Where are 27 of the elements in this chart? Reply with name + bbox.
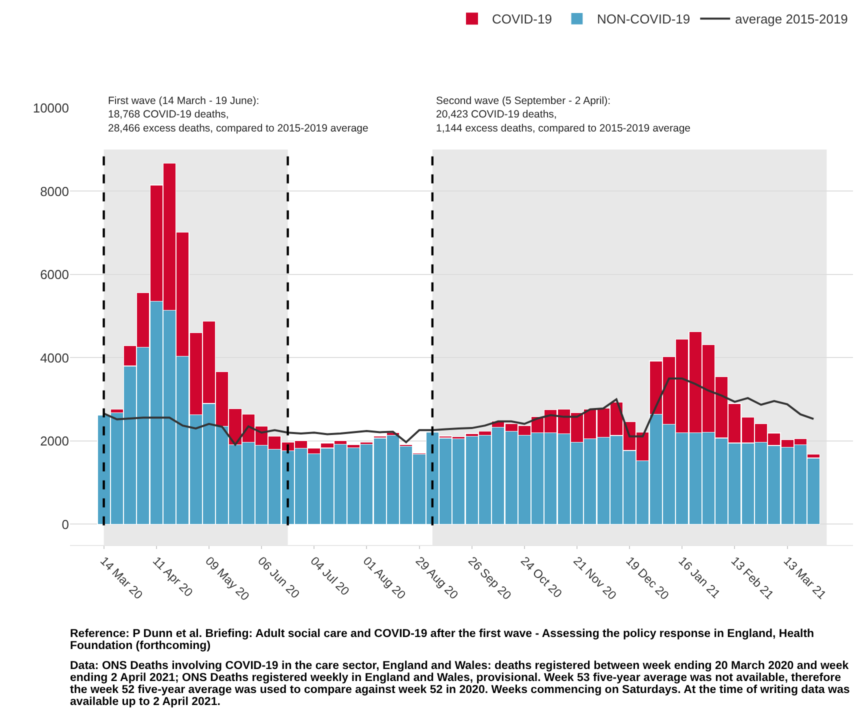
x-tick-label: 16 Jan 21 bbox=[676, 554, 724, 602]
y-tick-label: 0 bbox=[62, 516, 69, 532]
band-label: Second wave (5 September - 2 April): 20,423 COVID-19 deaths, 1,144 excess deaths, compared to 2015-2019 average bbox=[436, 95, 691, 134]
x-tick-label: 24 Oct 20 bbox=[518, 554, 565, 601]
x-tick-label: 21 Nov 20 bbox=[570, 554, 620, 603]
y-tick-label: 2000 bbox=[40, 434, 69, 448]
x-tick-label: 19 Dec 20 bbox=[623, 554, 672, 603]
y-tick-label: 8000 bbox=[40, 184, 69, 199]
legend-label: NON-COVID-19 bbox=[596, 12, 690, 27]
x-tick-label: 06 Jun 20 bbox=[255, 554, 303, 602]
y-tick-label: 10000 bbox=[32, 100, 69, 116]
x-tick-label: 01 Aug 20 bbox=[360, 554, 409, 602]
y-tick-label: 6000 bbox=[40, 267, 69, 282]
x-tick-label: 29 Aug 20 bbox=[412, 554, 462, 602]
x-tick-label: 14 Mar 20 bbox=[97, 554, 146, 602]
legend-label: COVID-19 bbox=[492, 12, 552, 27]
x-tick-label: 13 Feb 21 bbox=[728, 554, 777, 602]
text: Reference: P Dunn et al. Briefing: Adult social care and COVID-19 after the first wave - Assessing the policy response in England, Health Foundation (forthcoming) bbox=[70, 628, 816, 652]
line-series bbox=[102, 378, 815, 446]
text: Data: ONS Deaths involving COVID-19 in the care sector, England and Wales: deaths registered between week ending 20 March 2020 and week ending 2 April 2021; ONS Deaths registered weekly in England and Wales, provisional. Week 53 five-year average was not available, therefore the week 52 five-year average was used to compare against week 52 in 2020. Weeks commencing on Saturdays. At the time of writing data was available up to 2 April 2021. bbox=[70, 660, 850, 708]
y-tick-label: 4000 bbox=[40, 350, 69, 366]
x-tick-label: 13 Mar 21 bbox=[780, 554, 830, 602]
legend-label: average 2015-2019 bbox=[735, 12, 848, 27]
x-tick-label: 11 Apr 20 bbox=[150, 554, 196, 600]
band-label: First wave (14 March - 19 June): 18,768 COVID-19 deaths, 28,466 excess deaths, compared to 2015-2019 average bbox=[108, 95, 369, 134]
x-tick-label: 04 Jul 20 bbox=[308, 554, 352, 598]
x-tick-label: 26 Sep 20 bbox=[465, 554, 514, 603]
